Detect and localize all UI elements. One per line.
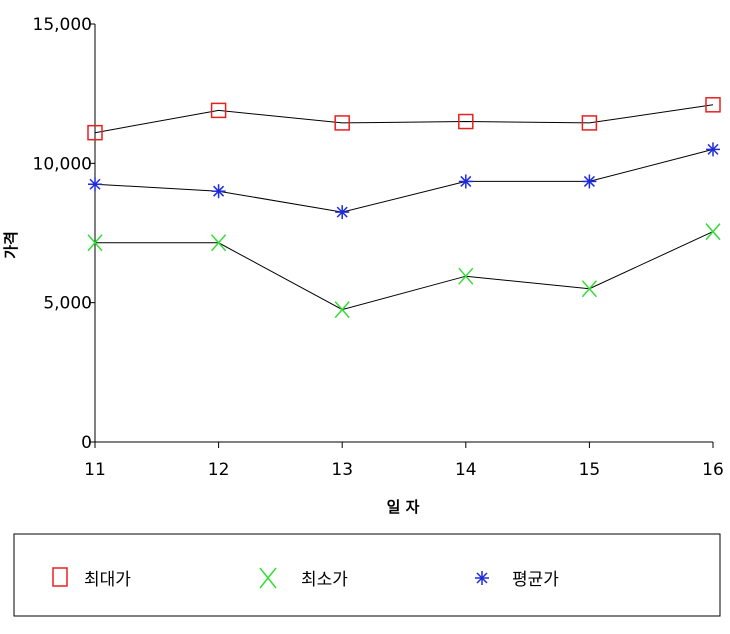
series-line-2 xyxy=(95,231,714,311)
data-point-1 xyxy=(705,97,721,113)
series-markers xyxy=(87,97,721,319)
series-line-3 xyxy=(94,148,714,213)
legend-item: 최대가 xyxy=(52,567,131,590)
data-point-2 xyxy=(458,267,474,285)
data-point-3 xyxy=(211,184,226,199)
data-point-3 xyxy=(88,177,102,192)
legend-label: 최대가 xyxy=(84,570,131,590)
legend-marker xyxy=(475,571,489,585)
legend-marker xyxy=(52,567,68,587)
x-tick-label: 11 xyxy=(84,460,106,480)
data-point-1 xyxy=(334,115,350,131)
data-point-2 xyxy=(211,234,227,252)
data-point-3 xyxy=(706,142,720,157)
data-point-3 xyxy=(335,205,350,220)
data-point-3 xyxy=(458,174,473,189)
x-tick-label: 15 xyxy=(579,460,601,480)
data-point-2 xyxy=(581,280,597,298)
data-point-2 xyxy=(334,301,350,319)
legend: 최대가 최소가 평균가 xyxy=(13,533,721,617)
x-tick-label: 13 xyxy=(331,460,353,480)
data-point-2 xyxy=(87,234,103,252)
legend-label: 평균가 xyxy=(512,570,559,590)
y-tick-label: 15,000 xyxy=(33,15,92,35)
x-tick-label: 14 xyxy=(455,460,477,480)
legend-box xyxy=(13,533,721,617)
legend-item: 최소가 xyxy=(259,567,348,590)
series-lines xyxy=(94,104,714,311)
y-tick-label: 0 xyxy=(81,433,92,453)
data-point-1 xyxy=(210,102,227,119)
y-tick-label: 5,000 xyxy=(43,294,92,314)
series-line-1 xyxy=(94,104,714,134)
x-axis-title: 일 자 xyxy=(387,498,420,516)
y-tick-label: 10,000 xyxy=(33,154,92,174)
data-point-2 xyxy=(705,223,721,241)
axes: 0 5,000 10,000 15,000 11 12 13 14 15 16 xyxy=(33,15,724,480)
x-tick-label: 12 xyxy=(208,460,230,480)
data-point-1 xyxy=(581,115,598,131)
data-point-1 xyxy=(87,124,103,141)
legend-label: 최소가 xyxy=(301,570,348,590)
x-tick-label: 16 xyxy=(702,460,724,480)
data-point-3 xyxy=(582,174,597,189)
y-axis-title: 가격 xyxy=(2,231,20,259)
legend-marker xyxy=(259,567,277,589)
legend-item: 평균가 xyxy=(475,570,559,590)
data-point-1 xyxy=(458,113,474,130)
